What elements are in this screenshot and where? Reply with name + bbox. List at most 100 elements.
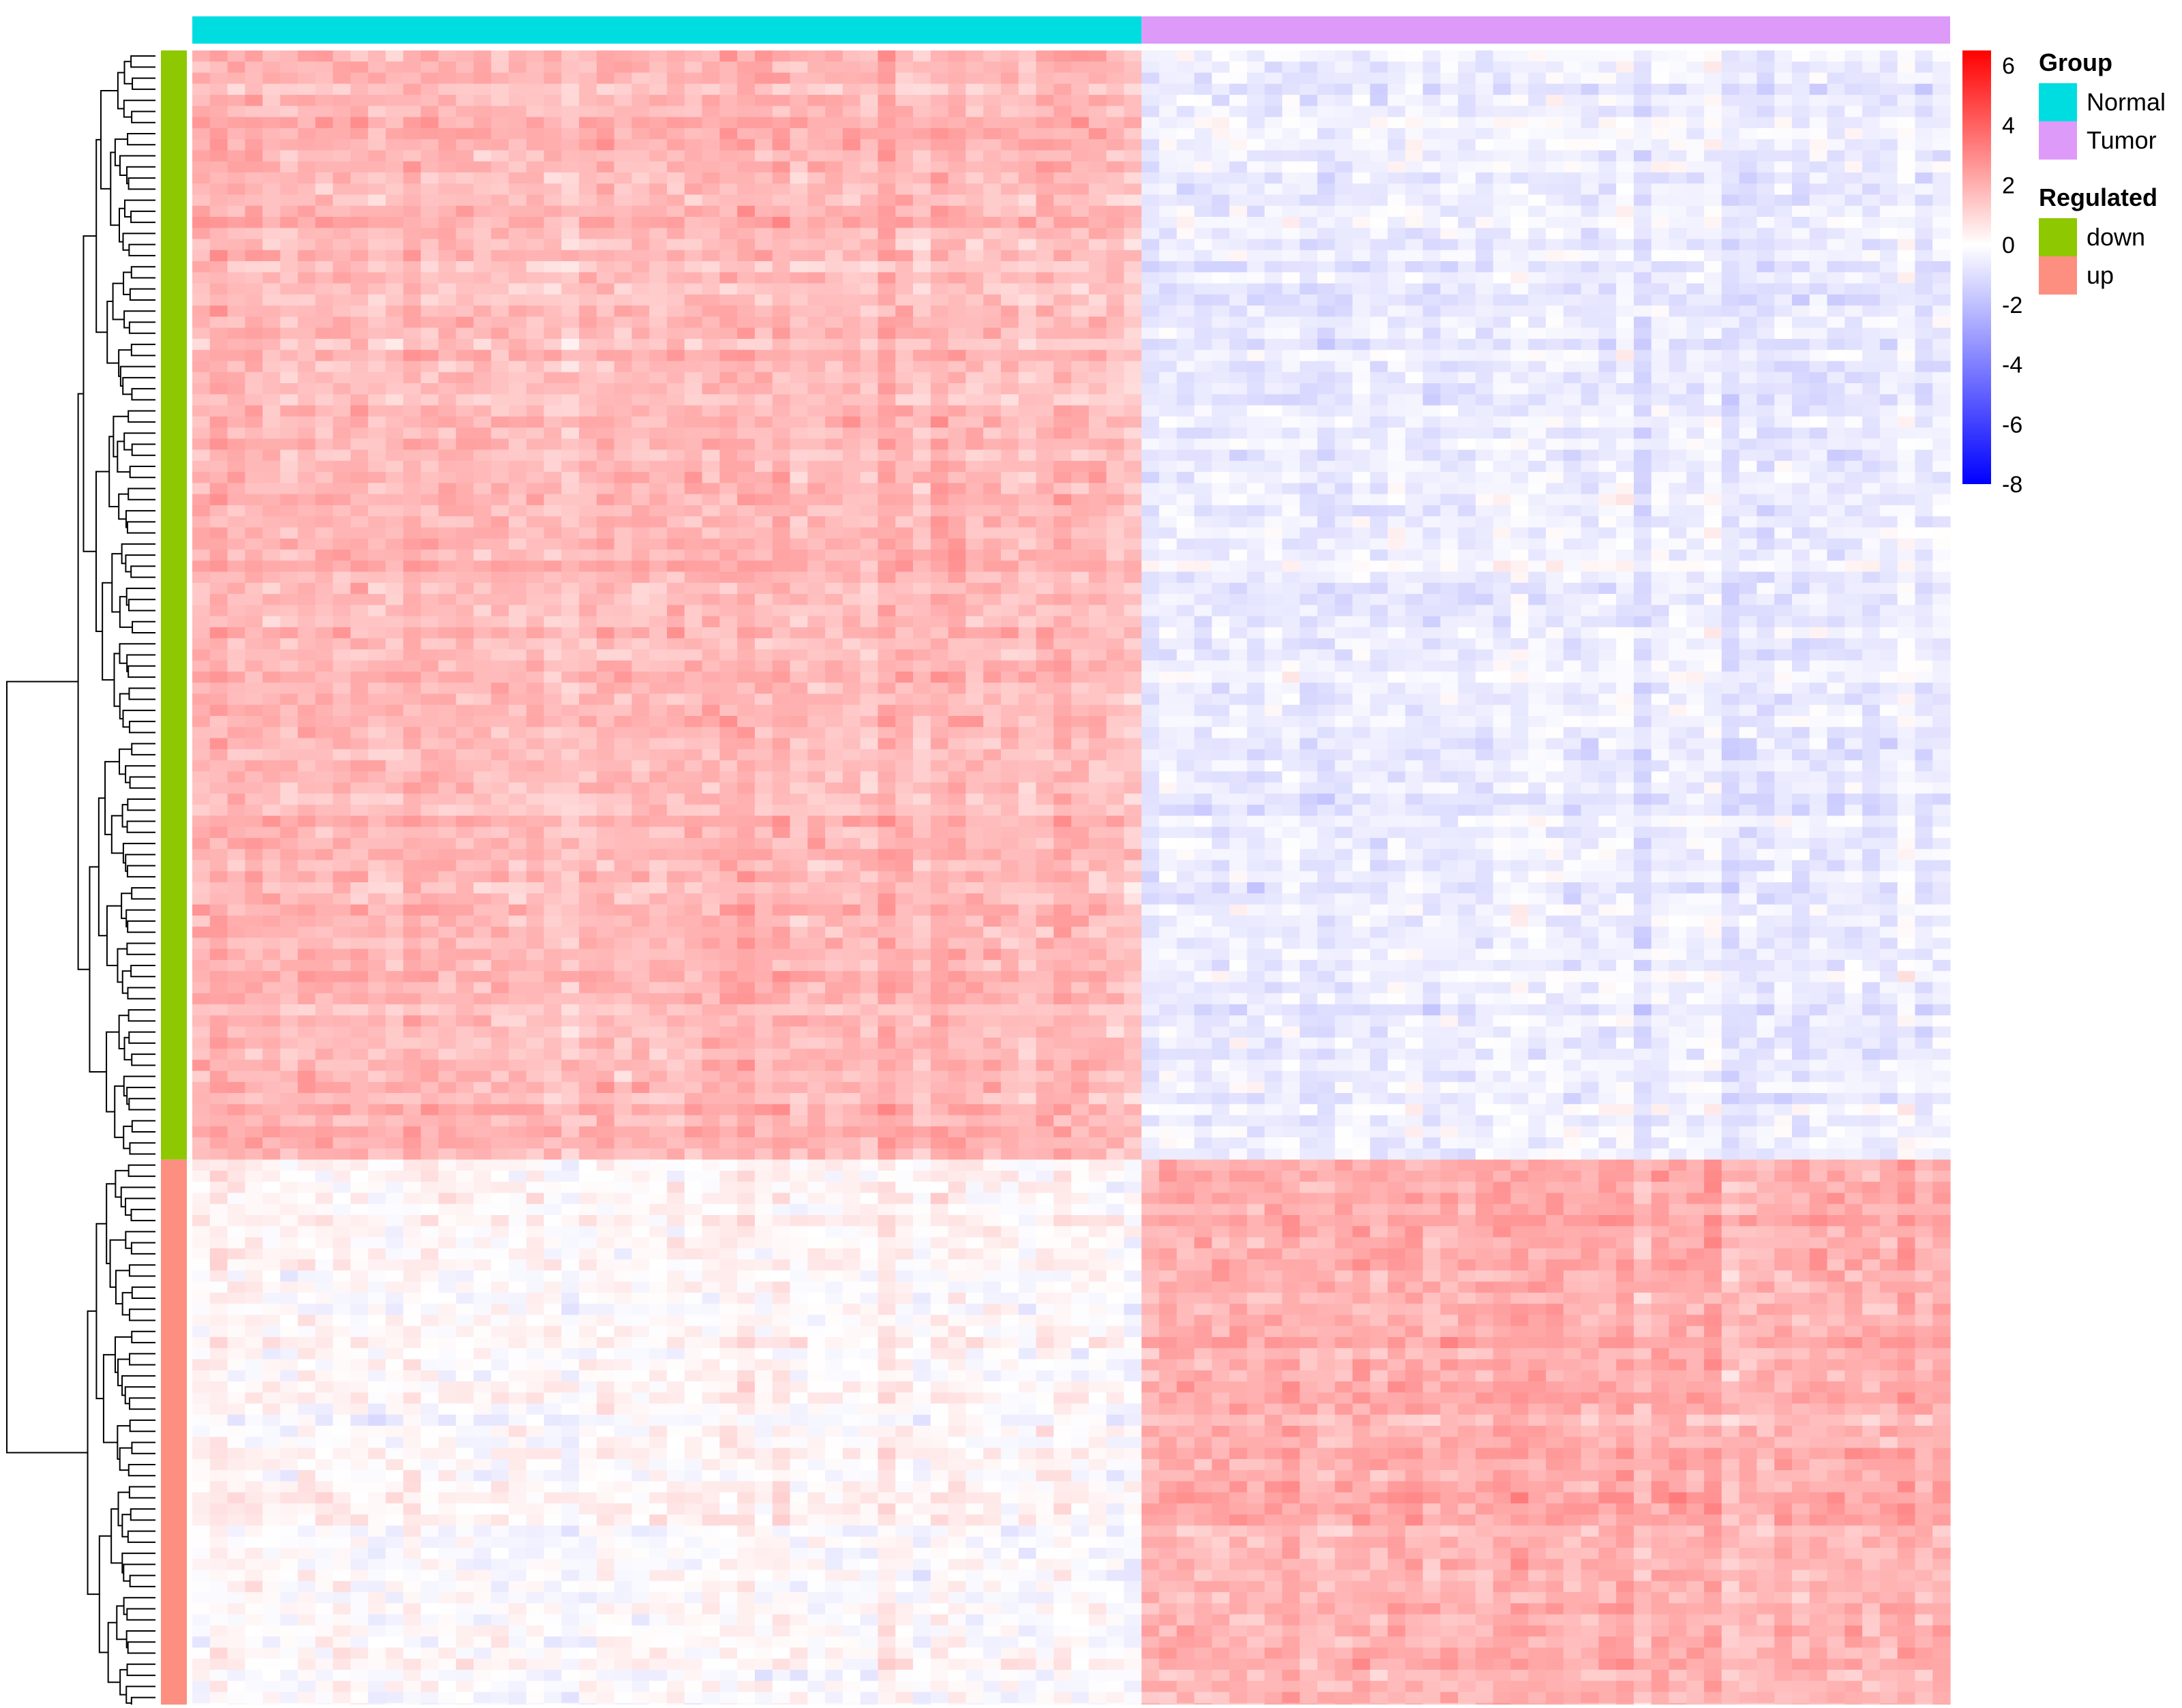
heatmap-cell xyxy=(1651,494,1670,506)
heatmap-cell xyxy=(1827,516,1845,528)
heatmap-cell xyxy=(1510,405,1529,417)
heatmap-cell xyxy=(1000,550,1019,561)
dendrogram-branch xyxy=(122,376,155,395)
heatmap-cell xyxy=(473,194,492,207)
heatmap-cell xyxy=(209,560,228,573)
heatmap-cell xyxy=(350,72,369,85)
heatmap-cell xyxy=(667,150,685,162)
heatmap-cell xyxy=(526,438,545,451)
heatmap-cell xyxy=(526,106,545,118)
heatmap-cell xyxy=(1370,394,1388,406)
heatmap-cell xyxy=(930,516,949,528)
heatmap-cell xyxy=(966,106,984,118)
heatmap-cell xyxy=(1176,128,1195,140)
heatmap-cell xyxy=(315,150,333,162)
heatmap-cell xyxy=(561,494,580,506)
heatmap-cell xyxy=(579,72,597,85)
heatmap-cell xyxy=(385,538,404,550)
heatmap-cell xyxy=(1159,350,1178,362)
heatmap-cell xyxy=(1300,438,1318,451)
heatmap-cell xyxy=(1844,394,1863,406)
heatmap-cell xyxy=(1317,350,1336,362)
heatmap-cell xyxy=(1282,283,1300,295)
heatmap-cell xyxy=(1370,261,1388,273)
heatmap-cell xyxy=(825,50,843,62)
heatmap-cell xyxy=(1669,95,1687,106)
heatmap-cell xyxy=(421,449,439,462)
heatmap-cell xyxy=(667,338,685,350)
heatmap-cell xyxy=(807,61,826,74)
heatmap-cell xyxy=(227,183,245,196)
heatmap-cell xyxy=(1317,261,1336,273)
heatmap-cell xyxy=(1721,239,1740,251)
heatmap-cell xyxy=(280,83,299,95)
dendrogram-branch xyxy=(126,1663,155,1677)
heatmap-cell xyxy=(807,239,826,251)
heatmap-cell xyxy=(315,582,333,595)
heatmap-cell xyxy=(209,305,228,317)
heatmap-cell xyxy=(1475,106,1494,118)
heatmap-cell xyxy=(1370,538,1388,550)
heatmap-cell xyxy=(403,316,421,329)
heatmap-cell xyxy=(790,139,808,151)
heatmap-cell xyxy=(631,61,650,74)
heatmap-cell xyxy=(1704,383,1722,395)
heatmap-cell xyxy=(315,128,333,140)
heatmap-cell xyxy=(1176,205,1195,218)
heatmap-cell xyxy=(1018,95,1037,106)
heatmap-cell xyxy=(1528,95,1546,106)
heatmap-cell xyxy=(1159,183,1178,196)
heatmap-cell xyxy=(579,394,597,406)
heatmap-cell xyxy=(368,316,387,329)
heatmap-cell xyxy=(966,460,984,473)
heatmap-cell xyxy=(1000,428,1019,439)
heatmap-cell xyxy=(1844,50,1863,62)
heatmap-cell xyxy=(438,250,457,262)
heatmap-cell xyxy=(1440,150,1459,162)
heatmap-cell xyxy=(350,250,369,262)
heatmap-cell xyxy=(1704,527,1722,539)
heatmap-cell xyxy=(1651,294,1670,306)
heatmap-cell xyxy=(1791,294,1810,306)
heatmap-cell xyxy=(1422,416,1441,428)
heatmap-cell xyxy=(1616,261,1634,273)
heatmap-cell xyxy=(948,516,966,528)
heatmap-cell xyxy=(368,560,387,573)
heatmap-cell xyxy=(297,372,316,384)
heatmap-cell xyxy=(737,338,756,350)
heatmap-cell xyxy=(1739,505,1758,517)
heatmap-cell xyxy=(737,483,756,495)
heatmap-cell xyxy=(1633,106,1652,118)
heatmap-cell xyxy=(1563,327,1582,340)
heatmap-cell xyxy=(561,183,580,196)
heatmap-cell xyxy=(1422,217,1441,228)
heatmap-cell xyxy=(1651,428,1670,439)
heatmap-cell xyxy=(350,117,369,129)
heatmap-cell xyxy=(1352,217,1371,228)
heatmap-cell xyxy=(1212,361,1230,373)
heatmap-cell xyxy=(772,494,791,506)
heatmap-cell xyxy=(772,305,791,317)
heatmap-cell xyxy=(227,150,245,162)
heatmap-cell xyxy=(754,239,773,251)
heatmap-cell xyxy=(667,106,685,118)
dendrogram-branch xyxy=(131,1120,155,1133)
dendrogram-branch xyxy=(95,1223,107,1400)
heatmap-cell xyxy=(1721,361,1740,373)
heatmap-cell xyxy=(754,316,773,329)
heatmap-cell xyxy=(930,217,949,228)
heatmap-cell xyxy=(1510,516,1529,528)
heatmap-cell xyxy=(526,338,545,350)
heatmap-cell xyxy=(1651,560,1670,573)
heatmap-cell xyxy=(209,428,228,439)
heatmap-cell xyxy=(1124,327,1142,340)
heatmap-cell xyxy=(1194,372,1212,384)
heatmap-cell xyxy=(878,72,896,85)
heatmap-cell xyxy=(1774,183,1793,196)
dendrogram-root xyxy=(6,680,88,1454)
heatmap-cell xyxy=(561,327,580,340)
heatmap-cell xyxy=(1546,361,1564,373)
heatmap-cell xyxy=(1053,72,1072,85)
heatmap-cell xyxy=(1440,117,1459,129)
heatmap-cell xyxy=(1229,294,1248,306)
